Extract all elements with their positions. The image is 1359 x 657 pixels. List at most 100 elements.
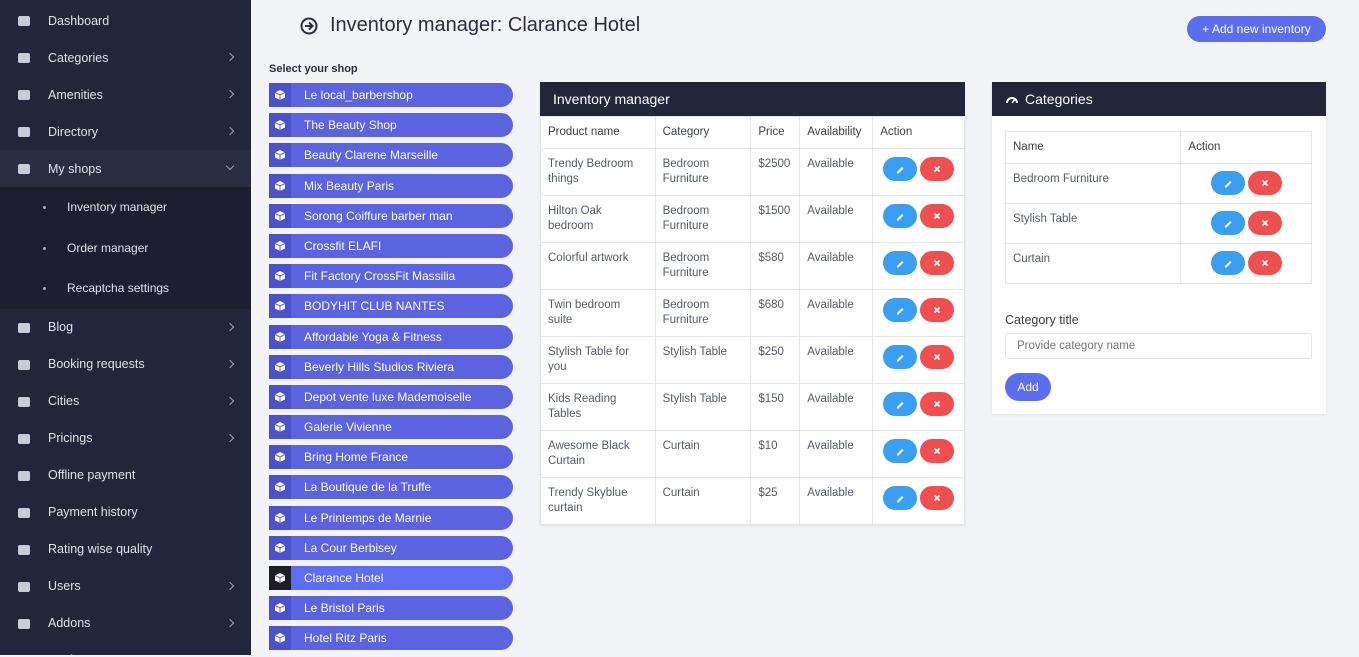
nav-item[interactable]: Settings (0, 642, 251, 655)
nav-item[interactable]: Dashboard (0, 2, 251, 39)
shop-name: Depot vente luxe Mademoiselle (304, 389, 472, 404)
cube-icon (274, 482, 286, 493)
nav-item[interactable]: Booking requests (0, 346, 251, 383)
edit-button[interactable] (1210, 251, 1245, 275)
delete-icon (934, 212, 941, 220)
submenu-item[interactable]: Order manager (0, 228, 251, 269)
category-row: Bedroom Furniture (1004, 163, 1312, 204)
delete-button[interactable] (920, 486, 955, 510)
nav-item[interactable]: Offline payment (0, 457, 251, 494)
edit-button[interactable] (883, 298, 918, 322)
chevron (225, 161, 235, 171)
edit-button[interactable] (883, 204, 918, 228)
cell: Available (799, 242, 874, 290)
nav-label: Users (48, 579, 81, 593)
delete-button[interactable] (920, 392, 955, 416)
edit-button[interactable] (1210, 171, 1245, 195)
edit-button[interactable] (883, 439, 918, 463)
shop-button[interactable]: La Cour Berbisey (269, 535, 513, 560)
shop-button[interactable]: Hotel Ritz Paris (269, 626, 513, 651)
category-input[interactable] (1005, 333, 1312, 359)
nav-label: Pricings (48, 431, 93, 445)
nav-label: Offline payment (48, 468, 136, 482)
category-row: Curtain (1004, 243, 1312, 284)
delete-button[interactable] (1247, 251, 1282, 275)
delete-button[interactable] (1247, 211, 1282, 235)
nav-icon (18, 322, 30, 333)
nav-item[interactable]: Rating wise quality (0, 531, 251, 568)
delete-button[interactable] (920, 251, 955, 275)
action-cell (872, 477, 965, 525)
shop-button[interactable]: Le local_barbershop (269, 83, 513, 107)
edit-button[interactable] (883, 345, 918, 369)
nav-item[interactable]: Categories (0, 39, 251, 76)
delete-button[interactable] (920, 298, 955, 322)
nav-item[interactable]: Users (0, 568, 251, 605)
cell: $25 (750, 477, 801, 525)
submenu-item[interactable]: Inventory manager (0, 187, 251, 228)
cube-icon (274, 180, 286, 191)
nav-icon (18, 164, 30, 174)
edit-button[interactable] (883, 157, 918, 181)
shop-name: Sorong Coiffure barber man (304, 208, 453, 223)
delete-button[interactable] (1247, 171, 1282, 195)
nav-item[interactable]: My shops (0, 150, 251, 187)
shop-icon (269, 535, 291, 560)
edit-button[interactable] (883, 486, 918, 510)
inventory-row: Awesome Black Curtain Curtain $10 Available (540, 430, 965, 478)
edit-button[interactable] (883, 251, 918, 275)
nav-item[interactable]: Pricings (0, 420, 251, 457)
shop-icon (269, 566, 291, 590)
header-row: Name Action (1004, 131, 1312, 164)
add-category-button[interactable]: Add (1005, 373, 1051, 401)
shop-button[interactable]: Depot vente luxe Mademoiselle (269, 384, 513, 409)
shop-button[interactable]: The Beauty Shop (269, 113, 513, 138)
chevron (225, 89, 235, 99)
nav-icon (18, 90, 30, 100)
shop-icon (269, 505, 291, 530)
shop-button[interactable]: Mix Beauty Paris (269, 173, 513, 198)
categories-title: Categories (1025, 91, 1093, 107)
delete-button[interactable] (920, 204, 955, 228)
shop-button[interactable]: Affordable Yoga & Fitness (269, 324, 513, 349)
shop-button[interactable]: Crossfit ELAFI (269, 233, 513, 258)
shop-button[interactable]: Le Bristol Paris (269, 596, 513, 621)
shop-icon (269, 173, 291, 198)
nav-item[interactable]: Payment history (0, 494, 251, 531)
edit-button[interactable] (883, 392, 918, 416)
shop-button[interactable]: BODYHIT CLUB NANTES (269, 294, 513, 319)
shop-button[interactable]: Bring Home France (269, 445, 513, 470)
edit-icon (897, 214, 904, 221)
delete-icon (934, 165, 941, 173)
shop-button[interactable]: Sorong Coiffure barber man (269, 203, 513, 228)
delete-button[interactable] (920, 157, 955, 181)
delete-button[interactable] (920, 345, 955, 369)
nav-item[interactable]: Addons (0, 605, 251, 642)
chevron (225, 581, 235, 590)
delete-icon (934, 400, 941, 408)
add-inventory-button[interactable]: + Add new inventory (1187, 16, 1326, 42)
nav-item[interactable]: Amenities (0, 76, 251, 113)
shop-button[interactable]: Galerie Vivienne (269, 415, 513, 440)
shop-name: The Beauty Shop (304, 118, 397, 133)
cell: $580 (750, 242, 801, 290)
shop-button[interactable]: Fit Factory CrossFit Massilia (269, 264, 513, 289)
nav-icon (18, 433, 30, 444)
nav-icon (18, 53, 30, 63)
nav-item[interactable]: Blog (0, 309, 251, 346)
shop-button[interactable]: Beverly Hills Studios Riviera (269, 354, 513, 379)
delete-button[interactable] (920, 439, 955, 463)
nav-item[interactable]: Cities (0, 383, 251, 420)
shop-button[interactable]: Le Printemps de Marnie (269, 505, 513, 530)
shop-button[interactable]: Beauty Clarene Marseille (269, 143, 513, 168)
edit-button[interactable] (1210, 211, 1245, 235)
nav-item[interactable]: Directory (0, 113, 251, 150)
shop-button[interactable]: La Boutique de la Truffe (269, 475, 513, 500)
cell: Twin bedroom suite (540, 289, 656, 337)
column-header: Name (1004, 131, 1182, 164)
submenu-item[interactable]: Recaptcha settings (0, 268, 251, 309)
categories-header: Categories (992, 82, 1326, 116)
cell: Stylish Table (1004, 203, 1182, 244)
cell: Available (799, 430, 874, 478)
shop-button[interactable]: Clarance Hotel (269, 566, 513, 590)
